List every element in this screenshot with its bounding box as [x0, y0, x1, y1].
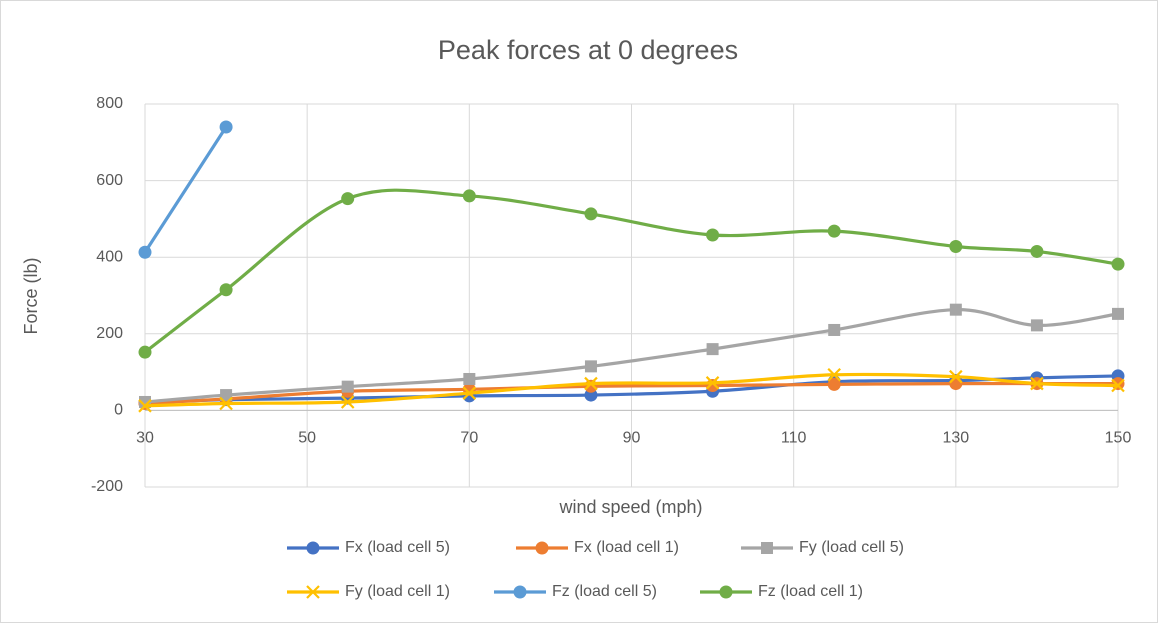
y-tick-label: 800 — [96, 95, 123, 112]
marker — [219, 396, 233, 411]
x-tick-label: 90 — [623, 430, 641, 447]
marker — [462, 189, 476, 203]
y-tick-label: 200 — [96, 325, 123, 342]
marker — [340, 395, 355, 409]
marker — [219, 120, 233, 134]
marker — [220, 389, 233, 402]
series-line — [143, 126, 228, 254]
x-tick-label: 50 — [298, 430, 316, 447]
marker — [1111, 377, 1125, 391]
marker — [706, 343, 719, 356]
marker — [138, 345, 152, 359]
x-tick-label: 110 — [781, 430, 807, 447]
legend-marker — [513, 585, 527, 599]
chart-title: Peak forces at 0 degrees — [438, 35, 738, 65]
marker — [584, 379, 598, 393]
legend-label: Fy (load cell 5) — [799, 539, 904, 556]
marker — [949, 369, 963, 384]
marker — [584, 360, 597, 373]
marker — [584, 207, 598, 221]
marker — [1111, 378, 1125, 393]
legend-label: Fz (load cell 5) — [552, 583, 657, 600]
marker — [706, 379, 720, 393]
marker — [949, 239, 963, 253]
marker — [705, 376, 720, 390]
series-line — [144, 308, 1119, 404]
legend-marker — [306, 541, 320, 555]
marker — [462, 386, 477, 400]
series-line — [144, 188, 1119, 354]
legend-marker — [306, 585, 320, 599]
x-axis-label: wind speed (mph) — [558, 497, 702, 517]
marker — [827, 224, 841, 238]
marker — [1111, 257, 1125, 271]
marker — [1112, 307, 1124, 320]
x-tick-label: 130 — [942, 430, 969, 447]
legend-marker — [535, 541, 549, 555]
marker — [138, 399, 152, 413]
legend-marker — [719, 585, 733, 599]
marker — [827, 377, 841, 391]
marker — [341, 192, 355, 206]
y-tick-label: 0 — [114, 402, 123, 419]
y-axis-label: Force (lb) — [21, 257, 41, 334]
marker — [949, 303, 962, 316]
x-tick-label: 30 — [136, 430, 154, 447]
marker — [1030, 319, 1043, 332]
legend-label: Fx (load cell 1) — [574, 539, 679, 556]
legend-label: Fx (load cell 5) — [345, 539, 450, 556]
x-tick-label: 70 — [460, 430, 478, 447]
marker — [706, 228, 720, 242]
marker — [584, 376, 598, 391]
marker — [138, 245, 152, 259]
marker — [1030, 244, 1044, 258]
marker — [1030, 376, 1044, 391]
y-tick-label: 400 — [96, 248, 123, 265]
x-tick-label: 150 — [1105, 430, 1132, 447]
y-tick-label: -200 — [91, 478, 123, 495]
legend-label: Fy (load cell 1) — [345, 583, 450, 600]
marker — [828, 323, 841, 336]
marker — [949, 377, 963, 391]
marker — [463, 372, 476, 385]
y-tick-label: 600 — [96, 172, 123, 189]
marker — [827, 368, 841, 382]
legend-marker — [761, 542, 773, 554]
series-line — [144, 372, 1119, 408]
legend-label: Fz (load cell 1) — [758, 583, 863, 600]
marker — [219, 283, 233, 297]
series-line — [144, 381, 1118, 406]
marker — [341, 380, 354, 393]
